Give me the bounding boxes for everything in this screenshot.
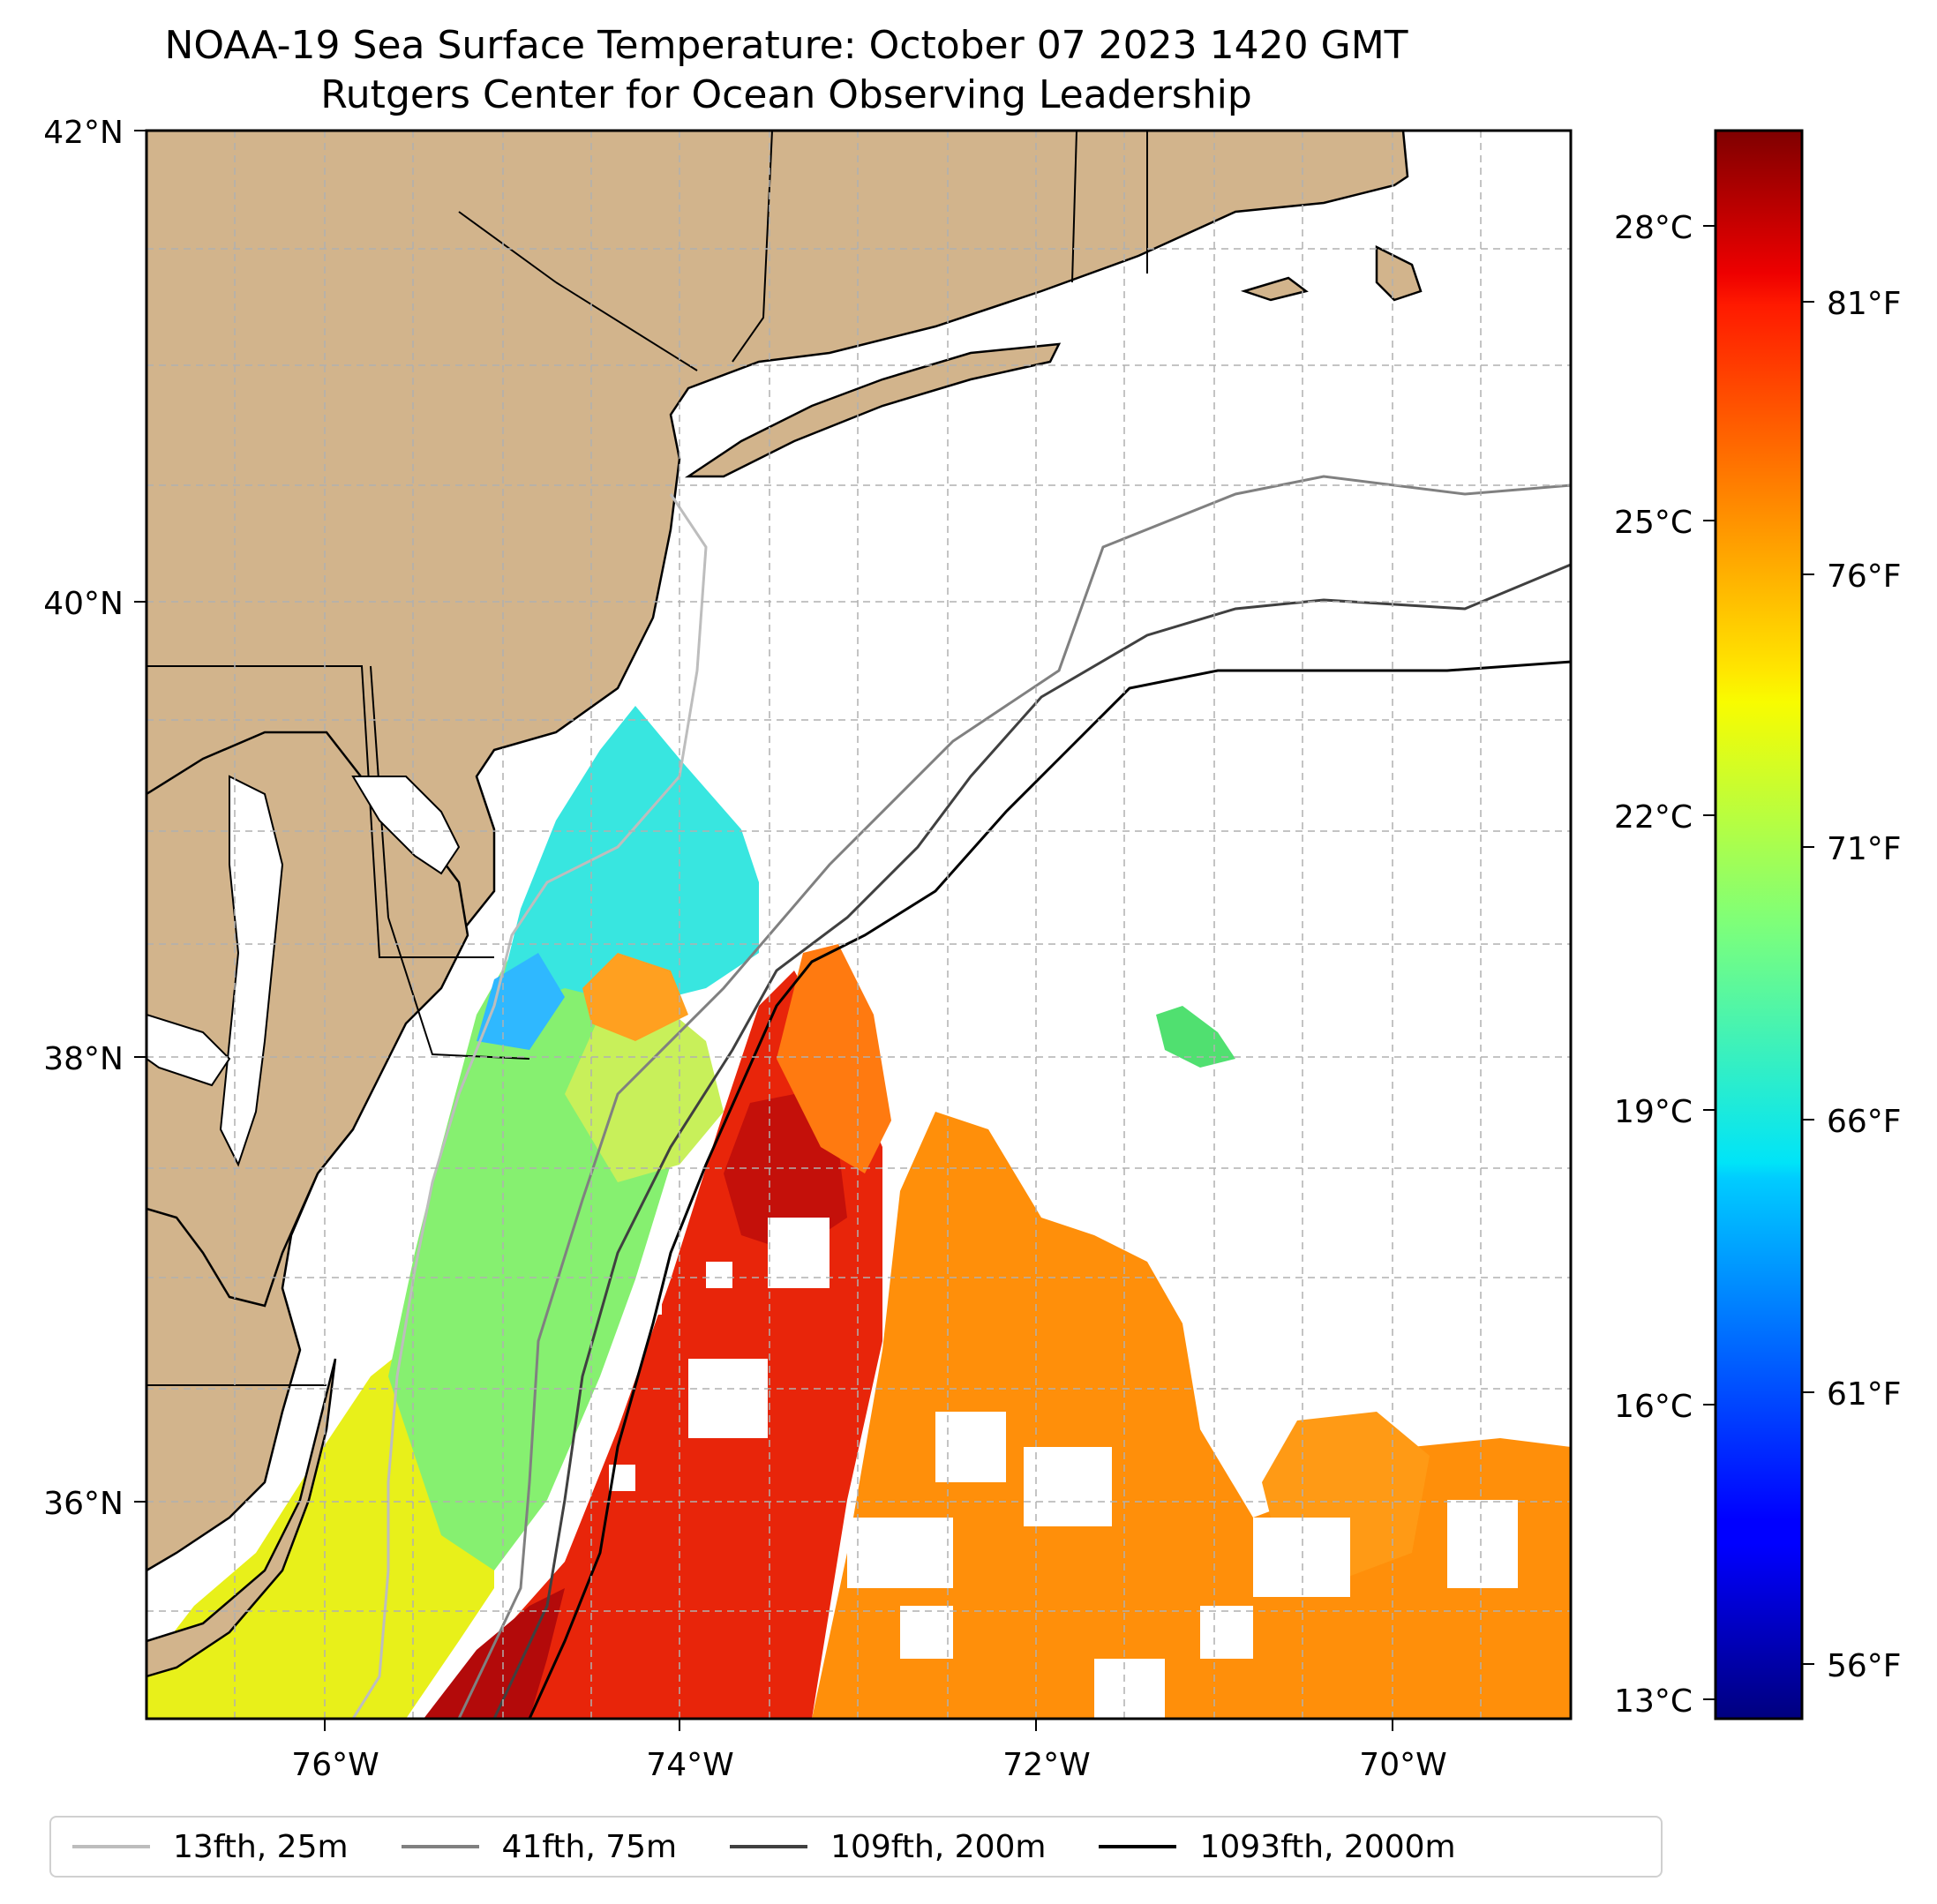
sst-patch-orange-eddy-mid — [582, 953, 688, 1041]
legend-label-75m: 41fth, 75m — [501, 1828, 678, 1865]
isobath-75m — [457, 475, 1571, 1719]
legend-swatch-200m — [730, 1845, 808, 1848]
legend-swatch-25m — [72, 1845, 150, 1848]
celsius-label-22: 22°C — [1614, 799, 1693, 836]
legend-item-2000m: 1093fth, 2000m — [1077, 1828, 1456, 1865]
legend-swatch-2000m — [1099, 1845, 1177, 1848]
map-frame — [145, 129, 1573, 1720]
legend-swatch-75m — [401, 1845, 479, 1848]
land-cape-cod — [1375, 244, 1423, 302]
legend-label-2000m: 1093fth, 2000m — [1199, 1828, 1456, 1865]
lat-labels: 42°N 40°N 38°N 36°N — [43, 115, 124, 1522]
land-layer — [146, 131, 1423, 1678]
land-obx — [146, 1358, 337, 1678]
legend-label-200m: 109fth, 200m — [830, 1828, 1047, 1865]
figure-title: NOAA-19 Sea Surface Temperature: October… — [164, 23, 1408, 68]
lat-label-36: 36°N — [43, 1486, 124, 1522]
isobath-25m — [351, 493, 708, 1719]
figure-subtitle: Rutgers Center for Ocean Observing Leade… — [320, 72, 1252, 117]
celsius-label-19: 19°C — [1614, 1094, 1693, 1130]
land-mainland — [146, 131, 1409, 1572]
colorbar-celsius-labels: 28°C 25°C 22°C 19°C 16°C 13°C — [1614, 210, 1693, 1720]
lon-labels: 76°W 74°W 72°W 70°W — [291, 1747, 1446, 1783]
legend-item-25m: 13fth, 25m — [51, 1829, 349, 1865]
colorbar-fahrenheit-ticks — [1802, 301, 1814, 1665]
lat-label-38: 38°N — [43, 1041, 124, 1077]
bays — [146, 775, 461, 1167]
celsius-label-13: 13°C — [1614, 1683, 1693, 1720]
fahrenheit-label-71: 71°F — [1827, 831, 1902, 867]
celsius-label-25: 25°C — [1614, 505, 1693, 541]
fahrenheit-label-61: 61°F — [1827, 1376, 1902, 1413]
lat-label-42: 42°N — [43, 115, 124, 151]
lat-ticks — [134, 130, 146, 1503]
lon-label-72: 72°W — [1002, 1747, 1090, 1783]
colorbar-fahrenheit-labels: 81°F 76°F 71°F 66°F 61°F 56°F — [1827, 286, 1902, 1684]
fahrenheit-label-66: 66°F — [1827, 1104, 1902, 1140]
lon-label-74: 74°W — [646, 1747, 733, 1783]
sst-patch-speck-east — [1156, 1006, 1235, 1068]
fahrenheit-label-56: 56°F — [1827, 1648, 1902, 1684]
colorbar-celsius-ticks — [1703, 225, 1716, 1700]
land-martha — [1240, 276, 1309, 302]
celsius-label-16: 16°C — [1614, 1389, 1693, 1425]
sst-patch-cyan-north — [494, 706, 759, 1015]
legend-item-200m: 109fth, 200m — [709, 1829, 1046, 1865]
legend-item-75m: 41fth, 75m — [380, 1828, 678, 1865]
gridlines — [146, 131, 1571, 1719]
sst-patch-blue-north — [477, 953, 565, 1050]
isobath-200m — [492, 563, 1571, 1719]
fahrenheit-label-81: 81°F — [1827, 286, 1902, 322]
sst-patch-orange-north — [777, 944, 891, 1173]
lat-label-40: 40°N — [43, 586, 124, 622]
fahrenheit-label-76: 76°F — [1827, 558, 1902, 595]
sst-patch-darkred-coast — [424, 1588, 565, 1719]
sst-patch-orange-large — [812, 1112, 1571, 1719]
isobath-2000m — [528, 660, 1571, 1719]
lon-label-76: 76°W — [291, 1747, 379, 1783]
land-long-island — [684, 342, 1062, 478]
celsius-label-28: 28°C — [1614, 210, 1693, 246]
lon-ticks — [324, 1719, 1393, 1731]
lon-label-70: 70°W — [1359, 1747, 1446, 1783]
colorbar — [1714, 129, 1804, 1720]
legend-label-25m: 13fth, 25m — [173, 1828, 349, 1865]
isobath-legend: 13fth, 25m 41fth, 75m 109fth, 200m 1093f… — [49, 1816, 1663, 1878]
isobaths — [351, 475, 1571, 1719]
land-delmarva — [146, 731, 469, 1308]
